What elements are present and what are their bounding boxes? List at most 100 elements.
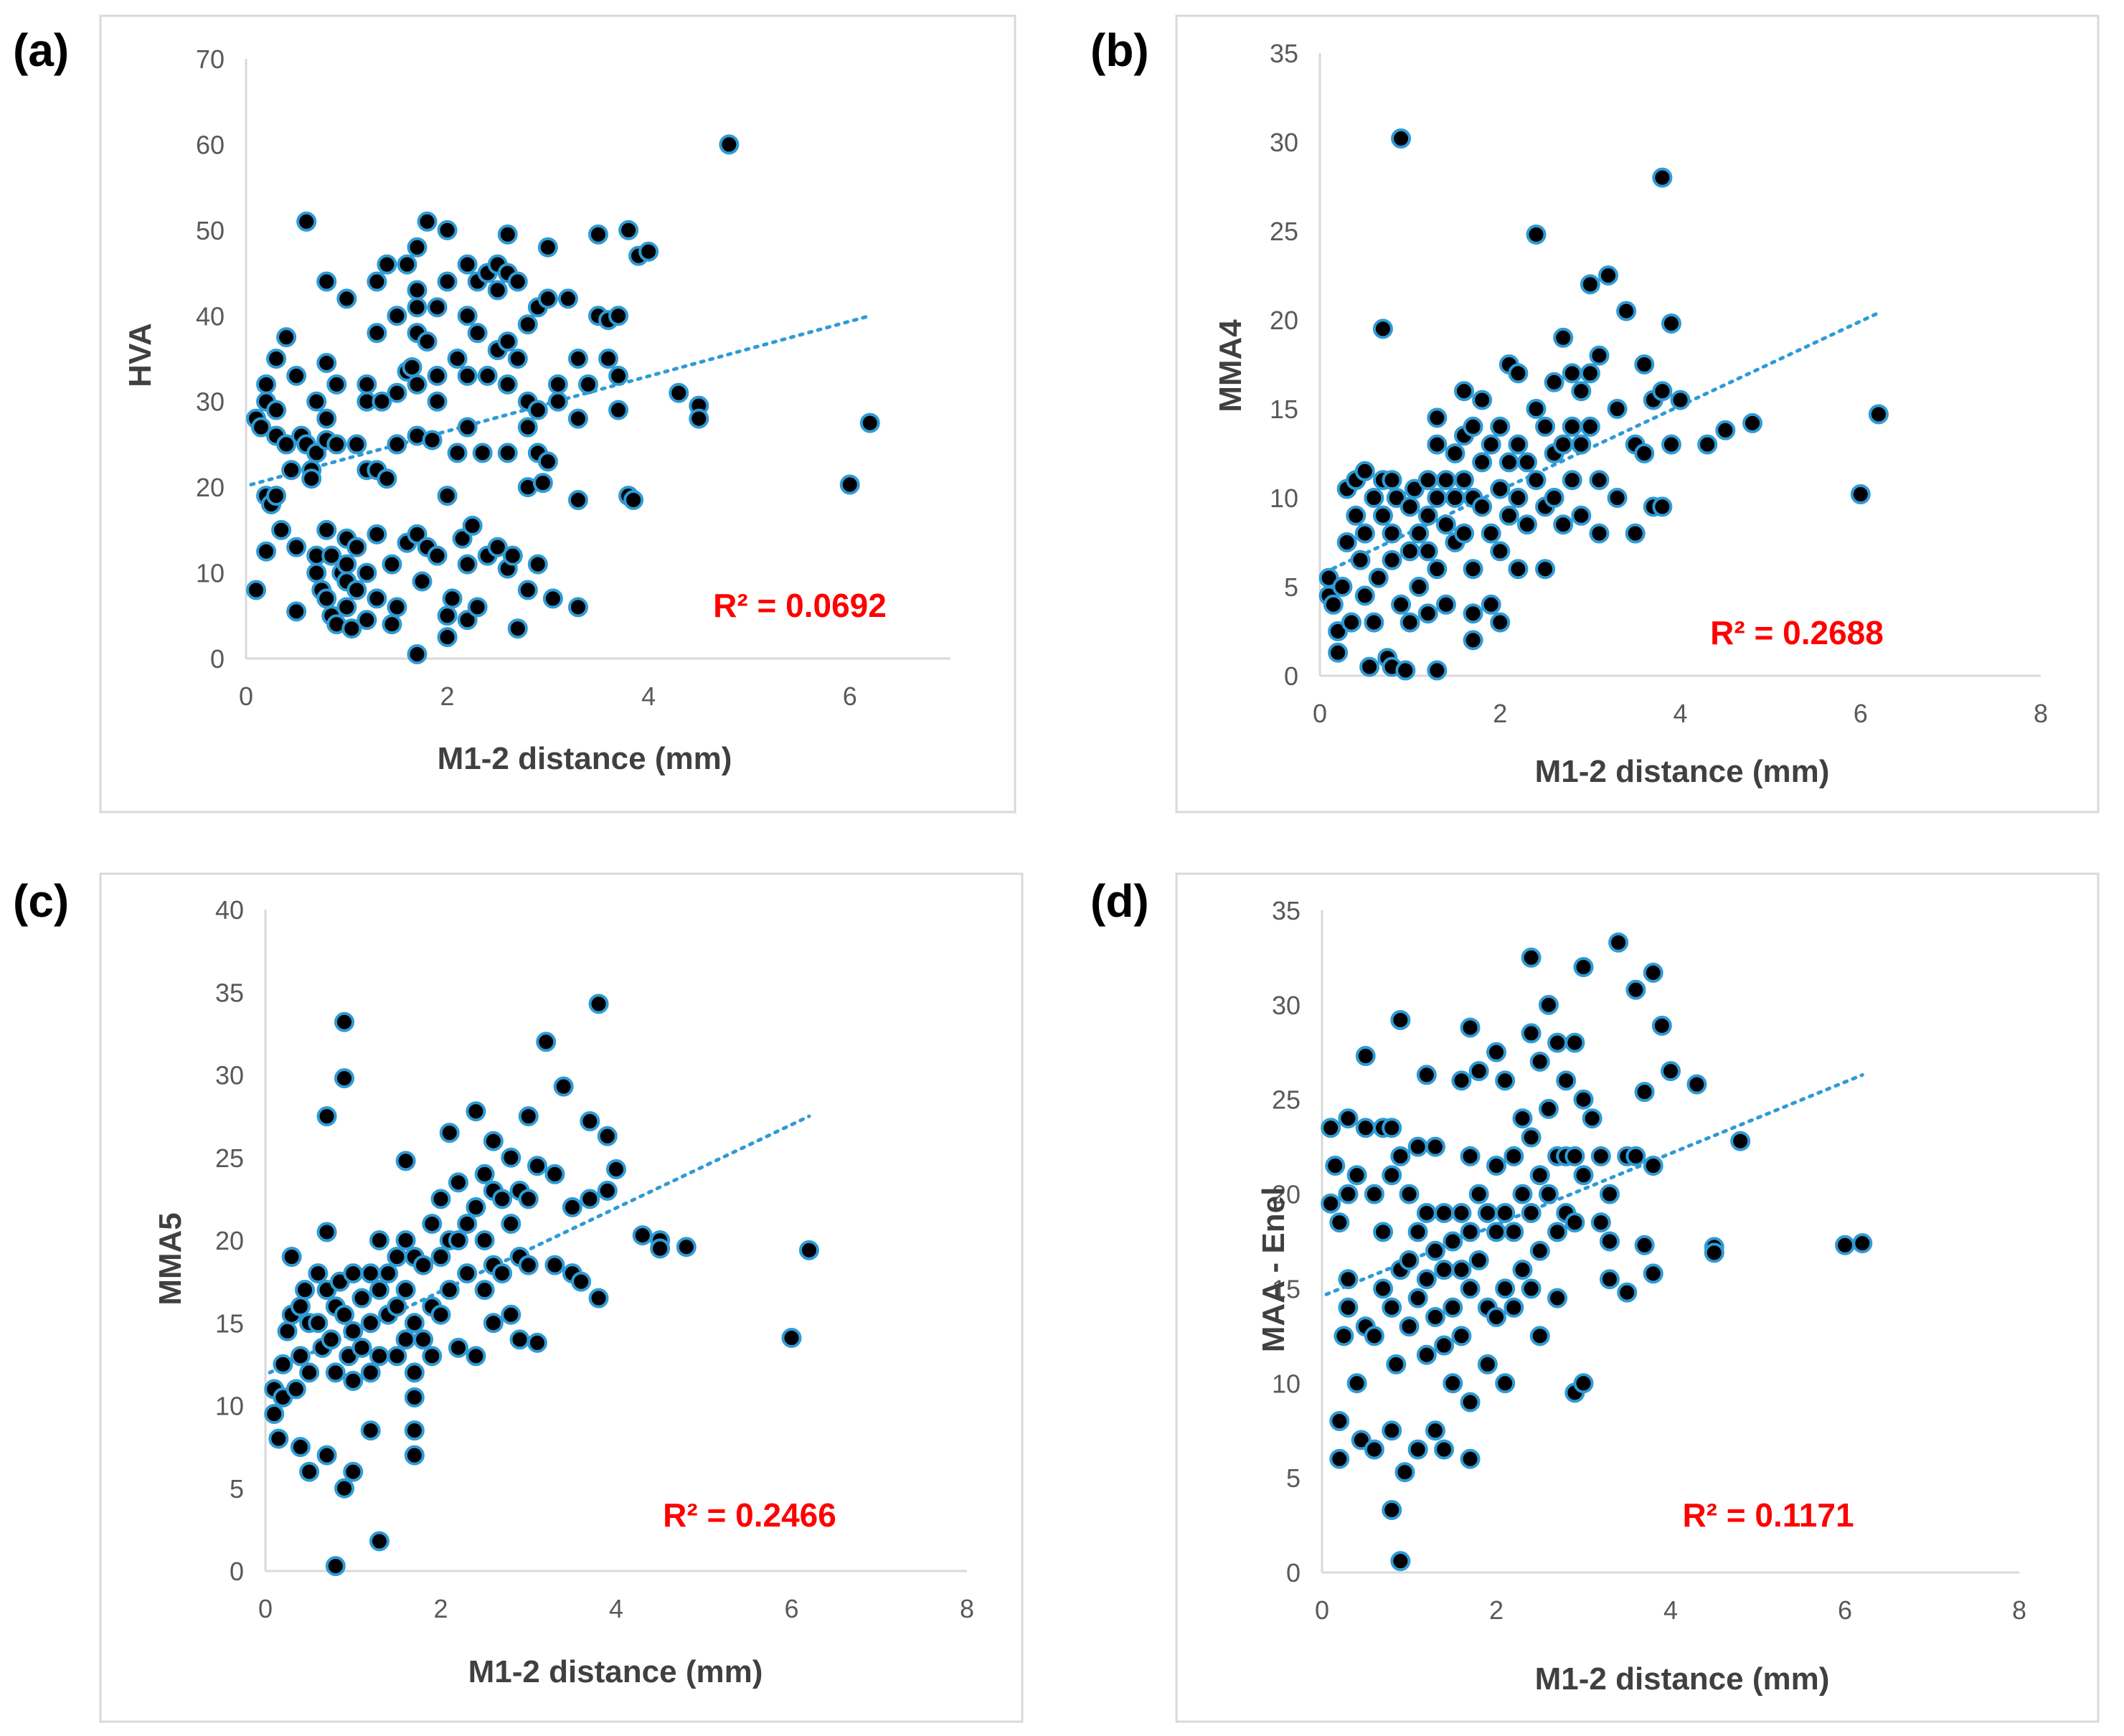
data-point [1454, 381, 1474, 402]
data-point [1400, 612, 1420, 633]
data-point [351, 1337, 372, 1358]
data-point [1386, 488, 1407, 508]
data-point [316, 1222, 337, 1242]
panel-a-y-axis-title: HVA [123, 323, 158, 387]
data-point [281, 1247, 302, 1268]
data-point [357, 374, 377, 395]
data-point [1617, 1282, 1638, 1303]
data-point [1490, 541, 1511, 562]
y-tick-label: 5 [230, 1474, 244, 1504]
panel-c-y-axis-title: MMA5 [153, 1212, 188, 1306]
panel-c-plot-area: 0 5 10 15 20 25 30 35 40 0 2 4 6 8 [215, 895, 974, 1623]
data-point [457, 365, 478, 386]
data-point [719, 134, 740, 155]
data-point [306, 443, 327, 463]
data-point [1521, 1202, 1542, 1223]
data-point [1590, 1212, 1611, 1233]
panel-d-y-axis-title: MAA - Enel [1256, 1187, 1291, 1353]
data-point [336, 597, 357, 618]
data-point [266, 349, 287, 369]
data-point [466, 1346, 486, 1367]
data-point [1571, 505, 1592, 526]
data-point [387, 1296, 407, 1317]
y-tick-label: 5 [1284, 572, 1298, 602]
data-point [1354, 523, 1375, 544]
data-point [501, 1213, 521, 1234]
data-point [316, 588, 337, 609]
data-point [1338, 1108, 1359, 1129]
data-point [437, 605, 458, 626]
data-point [1460, 1146, 1481, 1166]
data-point [369, 1280, 390, 1301]
data-point [1329, 1411, 1350, 1432]
data-point [1382, 1499, 1402, 1520]
data-point [447, 349, 468, 369]
data-point [492, 1263, 513, 1284]
y-tick-label: 35 [1270, 39, 1298, 68]
data-point [1490, 416, 1511, 437]
data-point [367, 271, 387, 292]
data-point [527, 1156, 547, 1176]
y-tick-label: 25 [1272, 1085, 1301, 1115]
data-point [1416, 1269, 1437, 1290]
y-tick-label: 10 [196, 559, 225, 588]
data-point [1589, 523, 1610, 544]
data-point [1652, 167, 1673, 188]
panel-d-r-squared: R² = 0.1171 [1682, 1496, 1854, 1534]
data-point [1651, 1015, 1672, 1036]
data-point [1562, 416, 1582, 437]
data-point [588, 994, 609, 1014]
data-point [1341, 612, 1361, 633]
data-point [452, 528, 473, 549]
data-point [1399, 1184, 1420, 1204]
data-point [1521, 1127, 1542, 1148]
data-point [343, 1321, 364, 1341]
data-point [1526, 224, 1547, 245]
data-point [562, 1197, 582, 1217]
data-point [567, 349, 588, 369]
data-point [1529, 1326, 1550, 1346]
data-point [588, 1288, 609, 1308]
data-point [417, 211, 438, 232]
data-point [1355, 1046, 1376, 1067]
data-point [1625, 979, 1646, 1000]
data-point [1407, 1288, 1428, 1308]
data-point [1435, 514, 1456, 535]
data-point [346, 434, 367, 455]
data-point [1407, 1136, 1428, 1157]
data-point [427, 391, 448, 412]
y-tick-label: 0 [230, 1557, 244, 1586]
data-point [518, 1255, 539, 1275]
data-point [544, 1255, 565, 1275]
data-point [326, 374, 347, 395]
data-point [1544, 488, 1564, 508]
x-tick-label: 6 [784, 1594, 798, 1623]
data-point [387, 306, 407, 326]
data-point [407, 524, 428, 544]
data-point [457, 554, 478, 575]
x-tick-label: 2 [440, 681, 455, 711]
data-point [537, 288, 558, 309]
data-point [608, 306, 629, 326]
x-tick-label: 4 [609, 1594, 623, 1623]
y-tick-label: 15 [1272, 1274, 1301, 1303]
data-point [1399, 1316, 1420, 1337]
data-point [1346, 505, 1367, 526]
x-tick-label: 6 [1838, 1595, 1852, 1625]
data-point [1325, 1156, 1346, 1176]
data-point [1643, 963, 1663, 983]
data-point [1425, 1306, 1445, 1327]
data-point [336, 288, 357, 309]
data-point [588, 224, 608, 245]
data-point [1590, 1146, 1611, 1166]
data-point [1321, 1193, 1341, 1214]
data-point [1434, 1335, 1455, 1356]
data-point [1573, 1089, 1594, 1110]
y-tick-label: 40 [196, 301, 225, 331]
data-point [517, 580, 538, 600]
data-point [1364, 1184, 1384, 1204]
data-point [1634, 1235, 1655, 1255]
data-point [1425, 1240, 1445, 1261]
data-point [412, 571, 433, 592]
